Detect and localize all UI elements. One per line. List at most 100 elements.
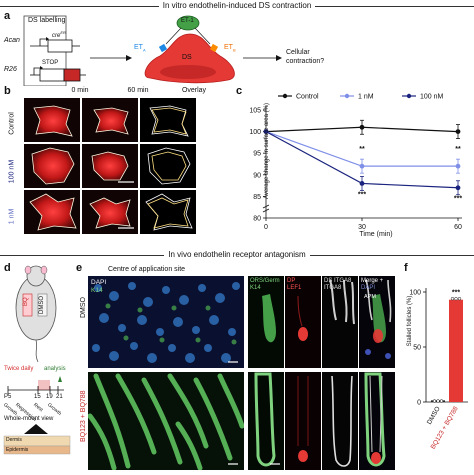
col-header-60min: 60 min: [127, 87, 149, 94]
eta-receptor: [158, 43, 168, 53]
r26-label: R26: [4, 66, 17, 73]
dp-lef1-label: DP LEF1: [287, 278, 302, 291]
etb-receptor: [209, 43, 219, 53]
ds-cell-label: DS: [182, 54, 192, 61]
data-point: [455, 185, 461, 191]
et1-ligand: [176, 15, 200, 31]
x-tick-label: 0: [264, 224, 268, 231]
panel-e-letter: e: [76, 262, 83, 274]
et1-label: ET-1: [181, 18, 194, 24]
bar: [449, 299, 463, 402]
axis-break-mark: [262, 204, 270, 209]
y-tick-label: 80: [253, 216, 261, 223]
panel-b-letter: b: [4, 85, 11, 97]
section-b-title: In vivo endothelin receptor antagonism: [164, 250, 310, 259]
row-label-1nm: 1 nM: [8, 208, 16, 225]
panel-d-schematic: [3, 265, 71, 455]
rfp-label: RFP: [66, 60, 78, 66]
y-tick-label: 0: [417, 400, 421, 407]
legend-label: 1 nM: [358, 94, 374, 101]
section-a-header: In vitro endothelin-induced DS contracti…: [0, 0, 474, 12]
timeline-stages: Growth Regression Rest Growth: [0, 402, 72, 426]
significance-annotation: ***: [358, 191, 366, 198]
panel-a-schematic: [23, 15, 282, 87]
age-p5: P5: [4, 394, 12, 400]
section-a-title: In vitro endothelin-induced DS contracti…: [158, 1, 316, 10]
y-tick-label: 105: [249, 108, 261, 115]
timeline-ages: P5 15 19 21: [0, 394, 72, 404]
row-label-bq: BQ123 + BQ788: [80, 390, 87, 442]
legend-marker: [344, 93, 350, 99]
age-19: 19: [46, 394, 53, 400]
channel-images: [248, 276, 395, 470]
x-tick-label: 30: [358, 224, 366, 231]
ds-labelling-label: DS labelling: [28, 17, 66, 24]
twice-daily-label: Twice daily: [4, 366, 34, 372]
data-point: [359, 163, 365, 169]
ds-itga8-label: DS ITGA8 ITGA8: [324, 278, 352, 291]
y-tick-label: 95: [253, 151, 261, 158]
age-21: 21: [56, 394, 63, 400]
section-b-header: In vivo endothelin receptor antagonism: [0, 249, 474, 261]
col-header-0min: 0 min: [71, 87, 89, 94]
data-point: [455, 129, 461, 134]
acan-label: Acan: [4, 37, 20, 44]
eta-label: ETA: [134, 44, 146, 53]
legend-label: 100 nM: [420, 94, 444, 101]
legend-marker: [282, 93, 288, 99]
chart-c-xlabel: Time (min): [359, 231, 393, 238]
age-15: 15: [34, 394, 41, 400]
analysis-label: analysis: [44, 366, 66, 372]
bq-label: BQ: [23, 297, 29, 306]
whole-mount-label: Whole-mount view: [4, 416, 54, 422]
stop-box: [39, 68, 65, 82]
panel-a-letter: a: [4, 10, 11, 22]
y-tick-label: 50: [413, 345, 421, 352]
rfp-box: [63, 68, 81, 82]
x-tick-label: 60: [454, 224, 462, 231]
y-tick-label: 100: [409, 290, 421, 297]
y-tick-label: 100: [249, 129, 261, 136]
cre-box: [47, 39, 73, 53]
y-tick-label: 90: [253, 172, 261, 179]
chart-c-ylabel: Average change in surface area (%): [264, 103, 270, 199]
stage-growth-2: Growth: [46, 402, 63, 417]
significance-annotation: **: [359, 146, 365, 153]
panel-f-chart: 0 50 100 DMSO BQ123 + BQ788 *** Stalled folli…: [398, 272, 474, 470]
data-point: [263, 129, 269, 134]
data-point: [455, 163, 461, 169]
row-label-dmso: DMSO: [80, 297, 87, 318]
cre-label: creER: [52, 30, 66, 39]
axis-break-mark: [262, 208, 270, 213]
panel-b-image-grid: [24, 98, 196, 234]
centre-images: [88, 276, 244, 470]
legend-label: Control: [296, 94, 319, 101]
data-point: [436, 399, 440, 403]
legend-marker: [406, 93, 412, 99]
data-point: [359, 181, 365, 186]
epidermis-label: Epidermis: [6, 447, 29, 453]
panel-a: DS labelling Acan creER R26 STOP RFP ET-…: [0, 12, 474, 87]
data-point: [432, 399, 437, 403]
question-label: Cellular contraction?: [286, 49, 325, 65]
significance-annotation: ***: [452, 290, 460, 297]
stage-rest: Rest: [32, 402, 44, 414]
panel-f-letter: f: [404, 262, 408, 274]
stop-label: STOP: [42, 60, 59, 66]
centre-title: Centre of application site: [108, 266, 186, 273]
k14-label: K14: [91, 287, 103, 294]
significance-annotation: ***: [454, 196, 462, 203]
apm-label: APM: [364, 294, 376, 300]
panel-c-chart: 80 85 90 95 100 105 0 30 60 Control 1 nM 100 nM ** **…: [236, 88, 474, 240]
dermis-label: Dermis: [6, 437, 22, 443]
etb-label: ETB: [224, 44, 236, 53]
col-header-overlay: Overlay: [181, 87, 207, 94]
significance-annotation: **: [455, 146, 461, 153]
data-point: [450, 297, 455, 301]
data-point: [457, 297, 462, 301]
x-category-label: DMSO: [426, 406, 442, 426]
data-point: [359, 124, 365, 130]
